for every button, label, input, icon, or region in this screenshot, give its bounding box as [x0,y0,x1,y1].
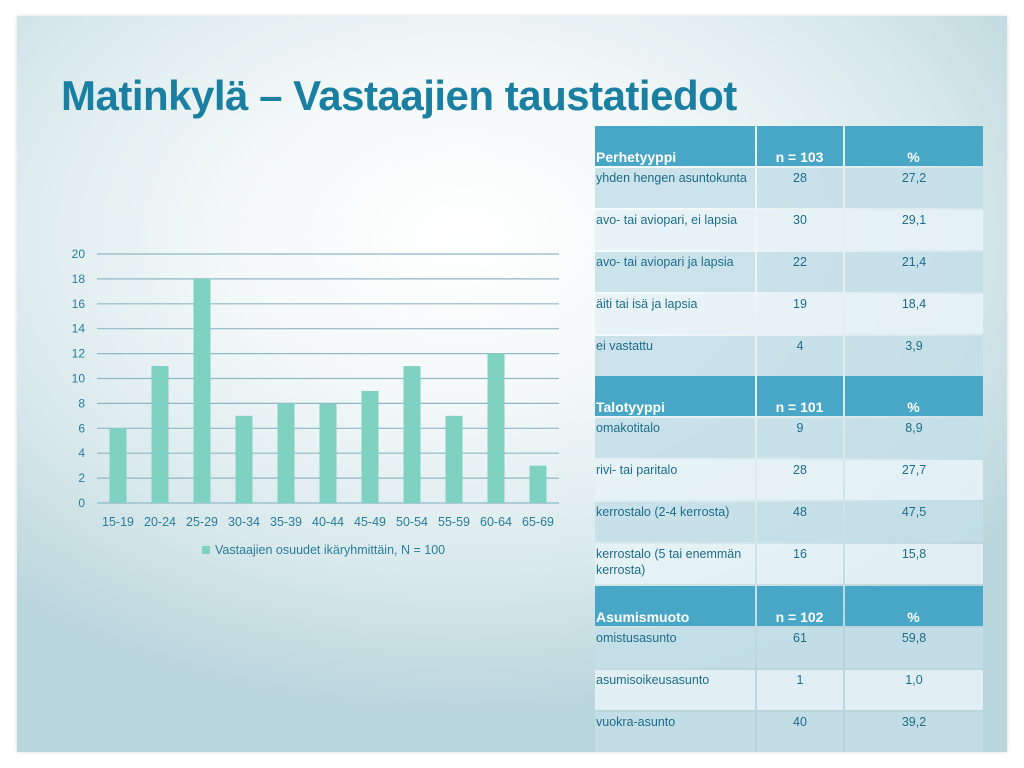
legend-swatch [202,546,210,554]
table-row: yhden hengen asuntokunta 28 27,2 [595,168,983,208]
bar [403,366,421,503]
table-cell: 29,1 [845,210,983,250]
table-cell: äiti tai isä ja lapsia [595,294,755,334]
table-row: kerrostalo (5 tai enemmän kerrosta) 16 1… [595,544,983,584]
table-cell: 1 [757,670,843,710]
table-row: kerrostalo (2-4 kerrosta) 48 47,5 [595,502,983,542]
table-cell: 15,8 [845,544,983,584]
table-cell: asumisoikeusasunto [595,670,755,710]
table-cell: 9 [757,418,843,458]
table-cell: 39,2 [845,712,983,752]
bar [529,465,547,503]
table-header: n = 101 [757,376,843,416]
table-header: Asumismuoto [595,586,755,626]
table-cell: 19 [757,294,843,334]
table-cell: vuokra-asunto [595,712,755,752]
y-tick-label: 2 [78,471,85,485]
table-header: % [845,376,983,416]
y-tick-label: 4 [78,446,85,460]
table-header: % [845,586,983,626]
table-cell: 28 [757,460,843,500]
table-cell: kerrostalo (2-4 kerrosta) [595,502,755,542]
table-cell: 28 [757,168,843,208]
table-cell: 8,9 [845,418,983,458]
bar [319,403,337,503]
x-tick-label: 50-54 [396,515,428,529]
x-tick-label: 35-39 [270,515,302,529]
table-cell: 22 [757,252,843,292]
table-cell: 27,7 [845,460,983,500]
table-header: n = 103 [757,126,843,166]
bar [193,278,211,503]
table-cell: 3,9 [845,336,983,376]
slide-title: Matinkylä – Vastaajien taustatiedot [61,72,737,119]
table-row: omakotitalo 9 8,9 [595,418,983,458]
table-header: Perhetyyppi [595,126,755,166]
bar [445,415,463,503]
table-cell: 40 [757,712,843,752]
x-tick-label: 60-64 [480,515,512,529]
table-cell: avo- tai aviopari ja lapsia [595,252,755,292]
table-cell: 30 [757,210,843,250]
y-tick-label: 18 [72,272,86,286]
bar [235,415,253,503]
table-row: avo- tai aviopari, ei lapsia 30 29,1 [595,210,983,250]
bar [361,390,379,503]
age-bar-chart: 0 2 4 6 8 10 12 14 16 18 20 15-19 20-24 25-29 30-34 35-… [72,249,559,557]
y-tick-label: 8 [78,396,85,410]
table-cell: omistusasunto [595,628,755,668]
table-row: äiti tai isä ja lapsia 19 18,4 [595,294,983,334]
x-tick-label: 45-49 [354,515,386,529]
table-cell: rivi- tai paritalo [595,460,755,500]
table-cell: 47,5 [845,502,983,542]
table-cell: 1,0 [845,670,983,710]
y-tick-label: 16 [72,297,86,311]
y-tick-label: 6 [78,421,85,435]
y-tick-label: 12 [72,347,86,361]
table-cell: yhden hengen asuntokunta [595,168,755,208]
x-tick-label: 40-44 [312,515,344,529]
housing-tenure-table: Asumismuoto n = 102 % omistusasunto 61 5… [593,584,985,752]
table-cell: 18,4 [845,294,983,334]
table-cell: 61 [757,628,843,668]
table-cell: 27,2 [845,168,983,208]
table-cell: 59,8 [845,628,983,668]
table-row: rivi- tai paritalo 28 27,7 [595,460,983,500]
table-header: % [845,126,983,166]
table-cell: 21,4 [845,252,983,292]
y-tick-label: 10 [72,372,86,386]
bar [109,428,127,503]
bar [487,353,505,503]
bar [151,366,169,503]
y-tick-label: 20 [72,249,86,261]
table-cell: 4 [757,336,843,376]
x-tick-label: 20-24 [144,515,176,529]
household-type-table: Perhetyyppi n = 103 % yhden hengen asunt… [593,124,985,378]
table-row: vuokra-asunto 40 39,2 [595,712,983,752]
x-tick-label: 65-69 [522,515,554,529]
slide: Matinkylä – Vastaajien taustatiedot 0 2 4 6… [17,16,1007,752]
legend-label: Vastaajien osuudet ikäryhmittäin, N = 10… [215,543,445,557]
table-header: Talotyyppi [595,376,755,416]
table-row: avo- tai aviopari ja lapsia 22 21,4 [595,252,983,292]
table-row: ei vastattu 4 3,9 [595,336,983,376]
x-tick-label: 55-59 [438,515,470,529]
house-type-table: Talotyyppi n = 101 % omakotitalo 9 8,9 r… [593,374,985,586]
table-cell: avo- tai aviopari, ei lapsia [595,210,755,250]
table-cell: kerrostalo (5 tai enemmän kerrosta) [595,544,755,584]
bar [277,403,295,503]
table-row: asumisoikeusasunto 1 1,0 [595,670,983,710]
x-tick-label: 15-19 [102,515,134,529]
y-tick-label: 0 [78,496,85,510]
table-row: omistusasunto 61 59,8 [595,628,983,668]
table-cell: 48 [757,502,843,542]
x-tick-label: 30-34 [228,515,260,529]
table-cell: omakotitalo [595,418,755,458]
y-tick-label: 14 [72,322,86,336]
table-cell: ei vastattu [595,336,755,376]
table-header: n = 102 [757,586,843,626]
x-tick-label: 25-29 [186,515,218,529]
table-cell: 16 [757,544,843,584]
